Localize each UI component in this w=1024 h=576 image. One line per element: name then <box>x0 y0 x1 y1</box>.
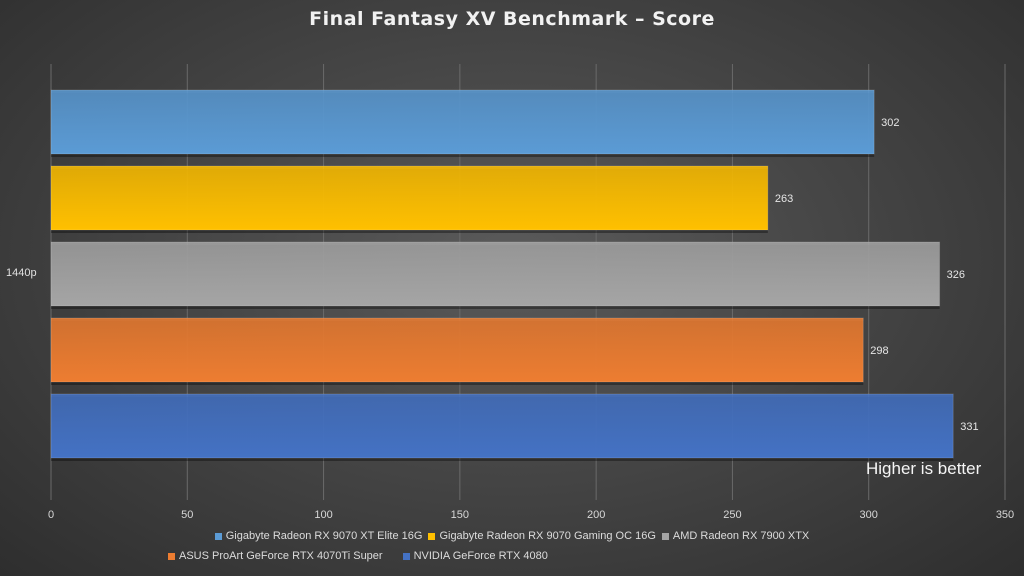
bar <box>50 241 941 307</box>
x-tick-label: 150 <box>451 509 469 521</box>
bar <box>50 165 769 231</box>
bar <box>50 317 864 383</box>
legend-item: NVIDIA GeForce RTX 4080 <box>402 550 548 562</box>
x-tick-label: 50 <box>181 509 193 521</box>
legend-swatch <box>402 552 410 560</box>
x-tick-label: 350 <box>996 509 1014 521</box>
legend-swatch <box>661 532 669 540</box>
bar <box>50 393 954 459</box>
bar <box>50 89 875 155</box>
y-category-label: 1440p <box>6 267 37 279</box>
x-tick-label: 0 <box>48 509 54 521</box>
x-tick-label: 250 <box>723 509 741 521</box>
legend-item: AMD Radeon RX 7900 XTX <box>661 530 810 542</box>
legend-swatch <box>214 532 222 540</box>
legend-label: AMD Radeon RX 7900 XTX <box>672 530 810 542</box>
bar-value-label: 263 <box>775 193 793 205</box>
legend-item: Gigabyte Radeon RX 9070 XT Elite 16G <box>214 530 423 542</box>
legend-item: Gigabyte Radeon RX 9070 Gaming OC 16G <box>428 530 656 542</box>
chart-legend: Gigabyte Radeon RX 9070 XT Elite 16G Gig… <box>0 530 1024 570</box>
x-tick-label: 200 <box>587 509 605 521</box>
bar-value-label: 298 <box>870 345 888 357</box>
legend-swatch <box>428 532 436 540</box>
x-tick-label: 100 <box>314 509 332 521</box>
higher-is-better-note: Higher is better <box>866 459 982 478</box>
legend-row-2: ASUS ProArt GeForce RTX 4070Ti Super NVI… <box>0 550 1024 562</box>
legend-swatch <box>168 552 175 560</box>
legend-label: Gigabyte Radeon RX 9070 XT Elite 16G <box>225 530 423 542</box>
x-tick-label: 300 <box>860 509 878 521</box>
legend-item: ASUS ProArt GeForce RTX 4070Ti Super <box>168 550 383 562</box>
bar-value-label: 326 <box>947 269 965 281</box>
chart-title: Final Fantasy XV Benchmark – Score <box>309 8 715 30</box>
legend-label: Gigabyte Radeon RX 9070 Gaming OC 16G <box>439 530 656 542</box>
legend-row-1: Gigabyte Radeon RX 9070 XT Elite 16G Gig… <box>0 530 1024 542</box>
legend-label: NVIDIA GeForce RTX 4080 <box>413 550 548 562</box>
bar-value-label: 302 <box>881 117 899 129</box>
legend-label: ASUS ProArt GeForce RTX 4070Ti Super <box>179 550 383 562</box>
bar-value-label: 331 <box>960 421 978 433</box>
